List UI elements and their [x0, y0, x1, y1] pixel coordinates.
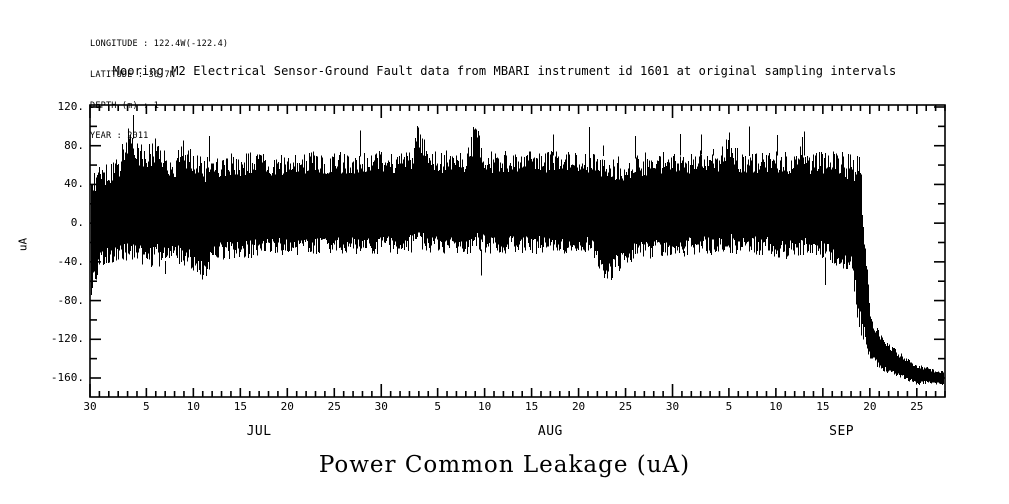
- y-tick-label: -160.: [50, 371, 84, 384]
- figure-caption: Power Common Leakage (uA): [318, 452, 691, 478]
- y-tick-label: 120.: [57, 100, 85, 113]
- x-tick-label: 20: [571, 400, 586, 413]
- x-tick-label: 15: [816, 400, 830, 413]
- y-axis-tick-labels: 120. 80. 40. 0. -40. -80. -120. -160.: [22, 0, 84, 504]
- x-tick-label: 30: [83, 400, 97, 413]
- month-label: SEP: [829, 424, 855, 439]
- x-tick-label: 5: [143, 400, 150, 413]
- y-tick-label: -80.: [57, 293, 85, 307]
- y-tick-label: 0.: [70, 216, 84, 230]
- x-tick-label: 10: [477, 400, 492, 413]
- chart-title: Mooring M2 Electrical Sensor-Ground Faul…: [112, 64, 897, 78]
- month-label: AUG: [537, 424, 563, 439]
- x-tick-label: 20: [280, 400, 294, 413]
- latitude-line: LATITUDE : 36.7N: [90, 70, 176, 81]
- y-tick-label: 80.: [64, 138, 84, 152]
- x-tick-label: 20: [863, 400, 877, 413]
- x-tick-label: 5: [725, 400, 733, 413]
- x-tick-label: 15: [233, 400, 247, 413]
- y-tick-label: -120.: [50, 332, 84, 346]
- x-tick-label: 30: [374, 400, 388, 413]
- longitude-line: LONGITUDE : 122.4W(-122.4): [90, 39, 229, 50]
- x-tick-label: 25: [618, 400, 633, 413]
- x-tick-label: 10: [186, 400, 200, 413]
- x-tick-label: 25: [910, 400, 924, 413]
- y-tick-label: 40.: [64, 177, 84, 191]
- x-tick-label: 5: [434, 400, 441, 413]
- x-tick-label: 10: [769, 400, 783, 413]
- year-line: YEAR : 2011: [90, 131, 149, 142]
- x-tick-label: 15: [524, 400, 539, 413]
- x-tick-label: 30: [665, 400, 680, 413]
- x-tick-label: 25: [327, 400, 341, 413]
- month-label: JUL: [246, 424, 272, 439]
- y-tick-label: -40.: [57, 254, 85, 268]
